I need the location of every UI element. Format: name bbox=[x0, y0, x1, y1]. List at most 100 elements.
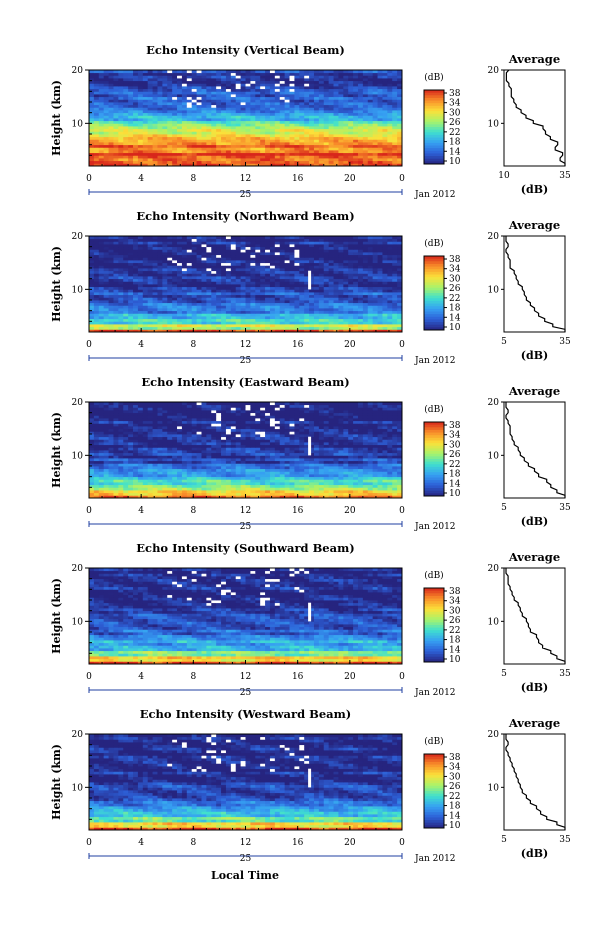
heatmap-cell bbox=[357, 118, 364, 122]
heatmap-cell bbox=[294, 78, 300, 82]
heatmap-cell bbox=[186, 115, 193, 119]
heatmap-cell bbox=[269, 238, 276, 242]
heatmap-cell bbox=[294, 249, 300, 253]
heatmap-cell bbox=[255, 305, 261, 309]
heatmap-cell bbox=[260, 136, 266, 140]
heatmap-cell bbox=[313, 147, 320, 151]
heatmap-cell bbox=[357, 324, 364, 328]
heatmap-cell bbox=[357, 300, 364, 304]
heatmap-cell bbox=[387, 144, 393, 148]
heatmap-cell bbox=[284, 80, 290, 84]
heatmap-cell bbox=[201, 155, 207, 159]
heatmap-cell bbox=[201, 316, 207, 320]
heatmap-cell bbox=[260, 78, 266, 82]
heatmap-cell bbox=[294, 310, 300, 314]
heatmap-cell bbox=[353, 252, 359, 256]
heatmap-cell bbox=[181, 115, 188, 119]
heatmap-cell bbox=[269, 152, 276, 156]
heatmap-cell bbox=[128, 158, 134, 162]
heatmap-cell bbox=[89, 310, 95, 314]
heatmap-cell bbox=[181, 236, 188, 240]
heatmap-cell bbox=[323, 107, 330, 111]
heatmap-cell bbox=[98, 134, 105, 138]
heatmap-cell bbox=[177, 262, 183, 266]
heatmap-cell bbox=[313, 244, 320, 248]
heatmap-cell bbox=[221, 265, 227, 269]
heatmap-cell bbox=[294, 150, 300, 154]
heatmap-cell bbox=[362, 316, 369, 320]
heatmap-cell bbox=[137, 160, 144, 164]
heatmap-cell bbox=[230, 286, 237, 290]
heatmap-cell bbox=[196, 78, 202, 82]
heatmap-cell bbox=[172, 329, 178, 333]
heatmap-cell bbox=[157, 104, 163, 108]
heatmap-cell bbox=[89, 300, 95, 304]
heatmap-cell bbox=[191, 254, 197, 258]
heatmap-cell bbox=[123, 134, 129, 138]
heatmap-cell bbox=[201, 268, 207, 272]
heatmap-cell bbox=[103, 118, 109, 122]
heatmap-cell bbox=[133, 78, 139, 82]
heatmap-cell bbox=[245, 257, 251, 261]
heatmap-cell bbox=[362, 326, 369, 330]
heatmap-cell bbox=[274, 134, 281, 138]
heatmap-cell bbox=[113, 316, 119, 320]
heatmap-cell bbox=[338, 147, 344, 151]
heatmap-cell bbox=[240, 99, 246, 103]
heatmap-cell bbox=[343, 297, 349, 301]
heatmap-cell bbox=[113, 241, 119, 245]
heatmap-cell bbox=[201, 99, 207, 103]
heatmap-cell bbox=[348, 70, 354, 74]
heatmap-cell bbox=[93, 126, 100, 130]
heatmap-cell bbox=[98, 104, 105, 108]
heatmap-cell bbox=[201, 102, 207, 106]
heatmap-cell bbox=[196, 147, 202, 151]
heatmap-cell bbox=[348, 94, 354, 98]
heatmap-cell bbox=[191, 249, 197, 253]
heatmap-cell bbox=[172, 324, 178, 328]
heatmap-cell bbox=[128, 273, 134, 277]
heatmap-cell bbox=[387, 329, 393, 333]
heatmap-cell bbox=[240, 281, 246, 285]
heatmap-cell bbox=[245, 144, 251, 148]
heatmap-cell bbox=[128, 142, 134, 146]
heatmap-cell bbox=[367, 70, 374, 74]
heatmap-cell bbox=[299, 104, 305, 108]
heatmap-cell bbox=[265, 104, 271, 108]
heatmap-cell bbox=[123, 329, 129, 333]
heatmap-cell bbox=[309, 273, 315, 277]
heatmap-cell bbox=[201, 96, 207, 100]
heatmap-cell bbox=[382, 75, 388, 79]
colorbar-swatch bbox=[424, 274, 444, 278]
heatmap-cell bbox=[392, 163, 398, 167]
heatmap-cell bbox=[367, 249, 374, 253]
heatmap-cell bbox=[372, 78, 378, 82]
heatmap-cell bbox=[269, 131, 276, 135]
heatmap-cell bbox=[323, 252, 330, 256]
heatmap-cell bbox=[216, 284, 222, 288]
heatmap-cell bbox=[299, 249, 305, 253]
heatmap-cell bbox=[318, 128, 325, 132]
heatmap-cell bbox=[230, 99, 237, 103]
heatmap-cell bbox=[186, 268, 193, 272]
heatmap-cell bbox=[103, 310, 109, 314]
heatmap-cell bbox=[152, 260, 158, 264]
heatmap-cell bbox=[225, 286, 232, 290]
heatmap-cell bbox=[274, 297, 281, 301]
heatmap-cell bbox=[333, 262, 339, 266]
heatmap-cell bbox=[201, 492, 207, 496]
heatmap-cell bbox=[338, 72, 344, 76]
heatmap-cell bbox=[387, 241, 393, 245]
heatmap-cell bbox=[387, 289, 393, 293]
colorbar-swatch bbox=[424, 92, 444, 96]
heatmap-cell bbox=[137, 152, 144, 156]
heatmap-cell bbox=[181, 126, 188, 130]
heatmap-cell bbox=[294, 104, 300, 108]
heatmap-cell bbox=[323, 241, 330, 245]
heatmap-cell bbox=[372, 294, 378, 298]
heatmap-cell bbox=[191, 278, 197, 282]
heatmap-cell bbox=[274, 302, 281, 306]
heatmap-cell bbox=[240, 126, 246, 130]
heatmap-cell bbox=[221, 238, 227, 242]
heatmap-cell bbox=[172, 262, 178, 266]
